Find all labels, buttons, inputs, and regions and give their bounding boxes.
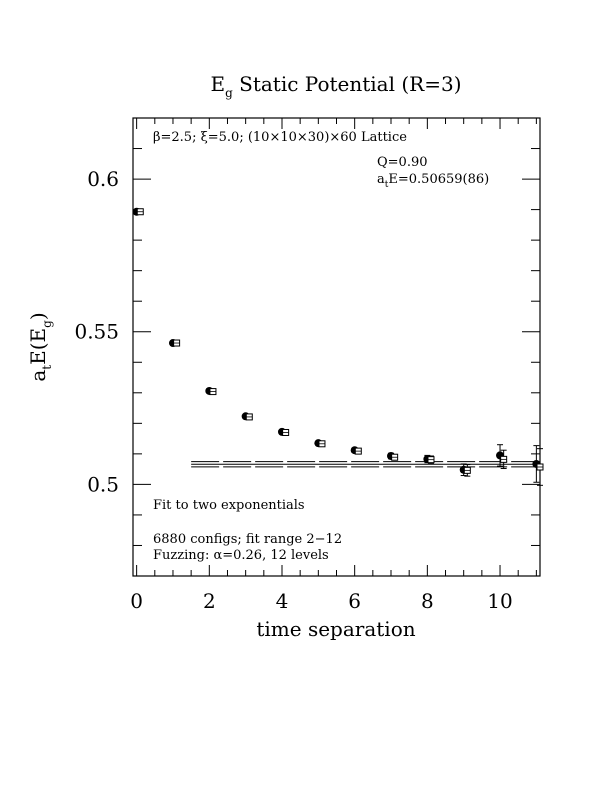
energy-sub: t [385,180,389,190]
x-tick-label: 0 [130,589,143,613]
x-tick-label: 8 [421,589,434,613]
x-axis-label: time separation [256,617,415,641]
x-tick-label: 4 [276,589,289,613]
axis-ticks [133,117,540,577]
y-axis-label: atE(Eg) [26,312,54,381]
ylabel-g: g [40,320,54,328]
x-tick-label: 10 [487,589,512,613]
energy-a: a [377,172,385,187]
q-annotation: Q=0.90 [377,155,428,170]
ylabel-close: ) [26,312,50,320]
title-main: E [210,72,225,96]
x-tick-label: 6 [348,589,361,613]
title-subscript: g [225,86,233,100]
chart-title: Eg Static Potential (R=3) [210,72,461,100]
x-tick-labels: 0 2 4 6 8 10 [130,589,512,613]
y-tick-labels: 0.5 0.55 0.6 [74,167,119,496]
energy-annotation: atE=0.50659(86) [377,172,489,190]
ylabel-e: E(E [26,328,50,365]
energy-rest: E=0.50659(86) [388,172,489,187]
ylabel-t: t [40,365,54,370]
lattice-annotation: β=2.5; ξ=5.0; (10×10×30)×60 Lattice [153,130,407,145]
y-tick-label: 0.6 [87,167,119,191]
fuzzing-annotation: Fuzzing: α=0.26, 12 levels [153,548,329,563]
configs-annotation: 6880 configs; fit range 2−12 [153,532,342,547]
x-tick-label: 2 [203,589,216,613]
ylabel-a: a [26,370,50,382]
y-tick-label: 0.55 [74,320,119,344]
fit-annotation: Fit to two exponentials [153,498,305,513]
data-points [132,207,544,486]
fit-band [191,461,540,468]
title-rest: Static Potential (R=3) [233,72,462,96]
y-tick-label: 0.5 [87,472,119,496]
